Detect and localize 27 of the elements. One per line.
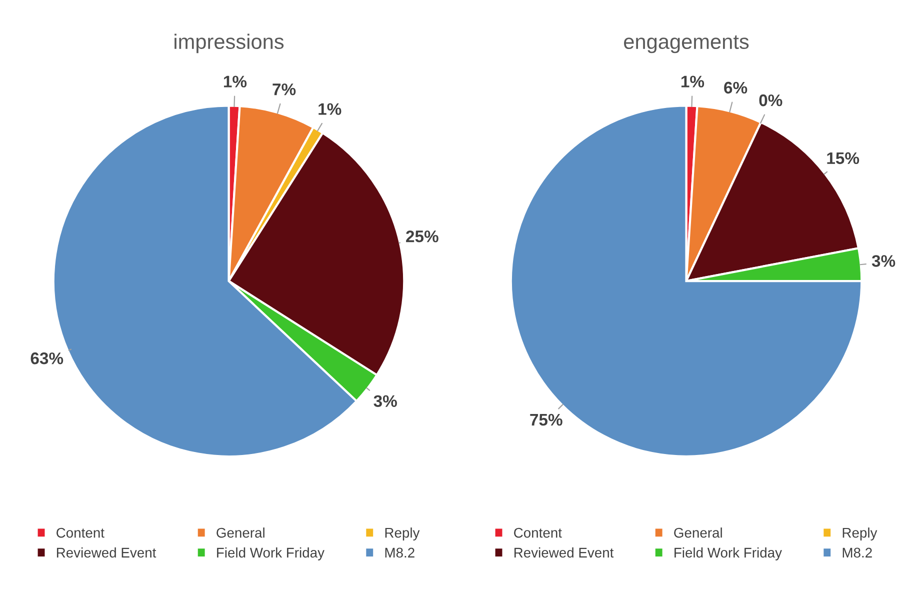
legend-label: General xyxy=(674,528,722,538)
data-label: 6% xyxy=(724,82,748,94)
legend-label: Content xyxy=(56,528,104,538)
data-label: 75% xyxy=(530,414,562,426)
data-label: 3% xyxy=(374,395,397,408)
text: 0% xyxy=(759,94,782,106)
legend-label: General xyxy=(216,528,264,538)
data-label: 25% xyxy=(406,230,438,242)
legend-label: Field Work Friday xyxy=(217,547,324,560)
data-label: 1% xyxy=(224,76,247,88)
legend-label: Field Work Friday xyxy=(674,547,782,560)
data-label: 3% xyxy=(872,255,896,267)
legend-label: M8.2 xyxy=(842,548,872,558)
data-label: 7% xyxy=(272,83,296,96)
legend-label: M8.2 xyxy=(385,548,414,558)
data-label: 63% xyxy=(30,352,64,364)
chart-title: engagements xyxy=(624,35,749,54)
legend-label: Content xyxy=(514,528,562,538)
data-label: 1% xyxy=(681,76,704,88)
legend-label: Reply xyxy=(842,528,878,540)
data-label: 1% xyxy=(318,103,342,115)
pie-slice xyxy=(510,104,863,458)
data-label: 15% xyxy=(827,152,860,164)
legend-label: Reviewed Event xyxy=(56,547,156,558)
chart-title: impressions xyxy=(174,34,284,54)
legend-label: Reply xyxy=(385,528,420,540)
legend-label: Reviewed Event xyxy=(514,547,614,558)
